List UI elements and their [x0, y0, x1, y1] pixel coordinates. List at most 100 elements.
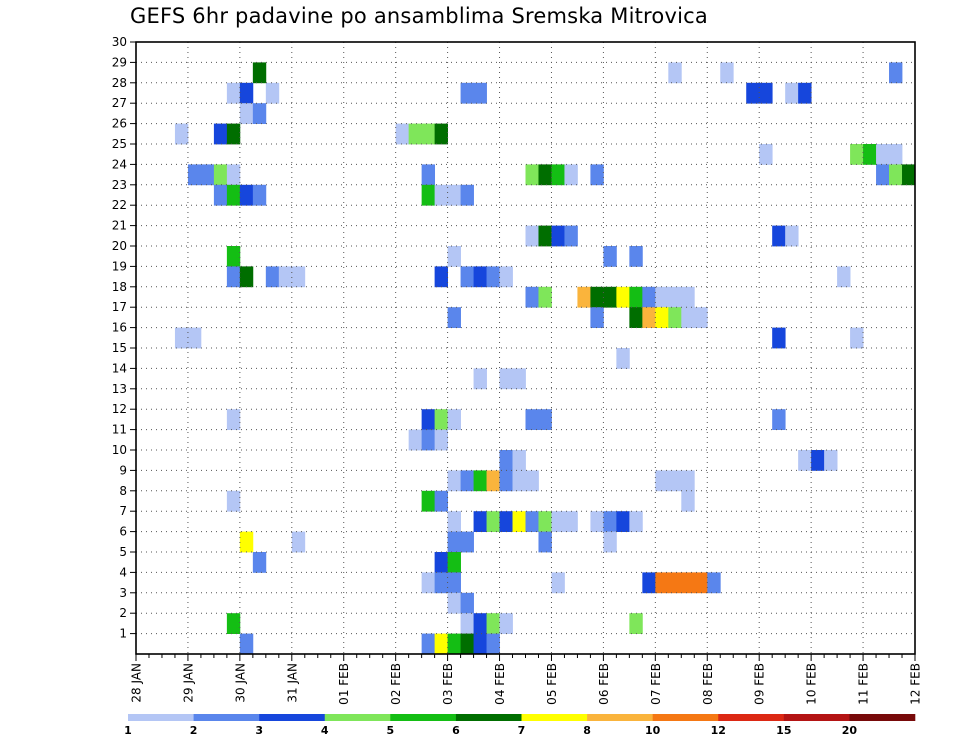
data-cell	[460, 633, 474, 655]
data-cell	[421, 429, 436, 451]
y-tick-label: 24	[112, 157, 127, 171]
data-cell	[213, 184, 228, 206]
y-tick-label: 17	[112, 300, 127, 314]
data-cell	[525, 286, 539, 308]
x-tick-label: 30 JAN	[233, 663, 247, 703]
x-tick-label: 10 FEB	[805, 663, 819, 705]
data-cell	[824, 450, 838, 471]
data-cell	[226, 490, 241, 512]
data-cell	[486, 613, 500, 634]
data-cell	[681, 307, 695, 328]
data-cell	[668, 286, 682, 308]
data-cell	[291, 531, 306, 553]
data-cell	[590, 164, 604, 186]
colorbar-layer: 1 2 3 4 5 6 7 8 10 12 15 20	[124, 714, 916, 737]
data-cell	[447, 307, 461, 328]
data-cell	[226, 246, 241, 267]
data-cell	[434, 552, 448, 573]
grid-layer	[136, 42, 915, 654]
data-cell	[772, 225, 786, 247]
data-cell	[564, 164, 578, 186]
data-cell	[213, 164, 228, 186]
data-cell	[486, 266, 500, 288]
data-cell	[252, 62, 267, 84]
data-cell	[447, 531, 461, 553]
data-cell	[811, 450, 825, 471]
x-tick-label: 03 FEB	[441, 663, 455, 705]
data-cell	[538, 409, 552, 430]
data-cell	[499, 511, 513, 532]
data-cell	[421, 633, 436, 655]
data-cell	[850, 144, 864, 165]
data-cell	[629, 286, 643, 308]
data-cell	[434, 266, 448, 288]
data-cell	[460, 531, 474, 553]
data-cell	[668, 572, 682, 594]
y-tick-label: 19	[112, 259, 127, 273]
data-cell	[226, 266, 241, 288]
y-tick-label: 9	[119, 463, 127, 477]
data-cell	[603, 286, 617, 308]
data-cell	[850, 327, 864, 349]
y-tick-label: 30	[112, 35, 127, 49]
x-tick-label: 09 FEB	[753, 663, 767, 705]
data-cell	[538, 164, 552, 186]
data-cell	[538, 225, 552, 247]
data-cell	[616, 511, 630, 532]
y-tick-label: 13	[112, 382, 127, 396]
data-cell	[200, 164, 215, 186]
data-cell	[564, 225, 578, 247]
data-cell	[460, 470, 474, 492]
x-tick-label: 28 JAN	[130, 663, 144, 703]
colorbar-swatch	[521, 714, 588, 721]
data-cell	[694, 307, 708, 328]
y-tick-label: 2	[119, 606, 127, 620]
data-cell	[421, 123, 436, 145]
data-cell	[889, 62, 903, 84]
y-tick-label: 26	[112, 117, 127, 131]
colorbar-label: 12	[711, 724, 726, 737]
data-cell	[499, 470, 513, 492]
data-cell	[473, 633, 487, 655]
y-tick-label: 4	[119, 565, 127, 579]
y-tick-label: 20	[112, 239, 127, 253]
data-cell	[434, 490, 448, 512]
data-cell	[239, 103, 254, 124]
y-tick-label: 10	[112, 443, 127, 457]
data-cell	[447, 184, 461, 206]
data-cell	[629, 246, 643, 267]
data-cell	[590, 307, 604, 328]
data-cell	[538, 286, 552, 308]
data-cell	[681, 572, 695, 594]
data-cell	[577, 286, 591, 308]
data-cell	[590, 511, 604, 532]
data-cell	[213, 123, 228, 145]
data-cell	[512, 511, 526, 532]
data-cell	[681, 490, 695, 512]
data-cell	[876, 164, 890, 186]
data-cell	[759, 144, 773, 165]
data-cell	[486, 470, 500, 492]
colorbar-swatch	[587, 714, 653, 721]
colorbar-label: 6	[452, 724, 460, 737]
data-cell	[525, 225, 539, 247]
data-cell	[252, 184, 267, 206]
data-cell	[525, 511, 539, 532]
data-cell	[889, 144, 903, 165]
data-cell	[447, 409, 461, 430]
data-cell	[512, 470, 526, 492]
y-tick-label: 27	[112, 96, 127, 110]
data-cell	[395, 123, 410, 145]
data-cell	[447, 552, 461, 573]
colorbar-swatch	[193, 714, 260, 721]
data-cell	[447, 633, 461, 655]
data-cell	[512, 450, 526, 471]
data-cell	[603, 246, 617, 267]
axis-layer: 1234567891011121314151617181920212223242…	[112, 35, 923, 705]
data-cell	[642, 286, 656, 308]
data-cell	[902, 164, 916, 186]
data-cell	[239, 184, 254, 206]
data-cell	[525, 470, 539, 492]
data-cell	[434, 409, 448, 430]
